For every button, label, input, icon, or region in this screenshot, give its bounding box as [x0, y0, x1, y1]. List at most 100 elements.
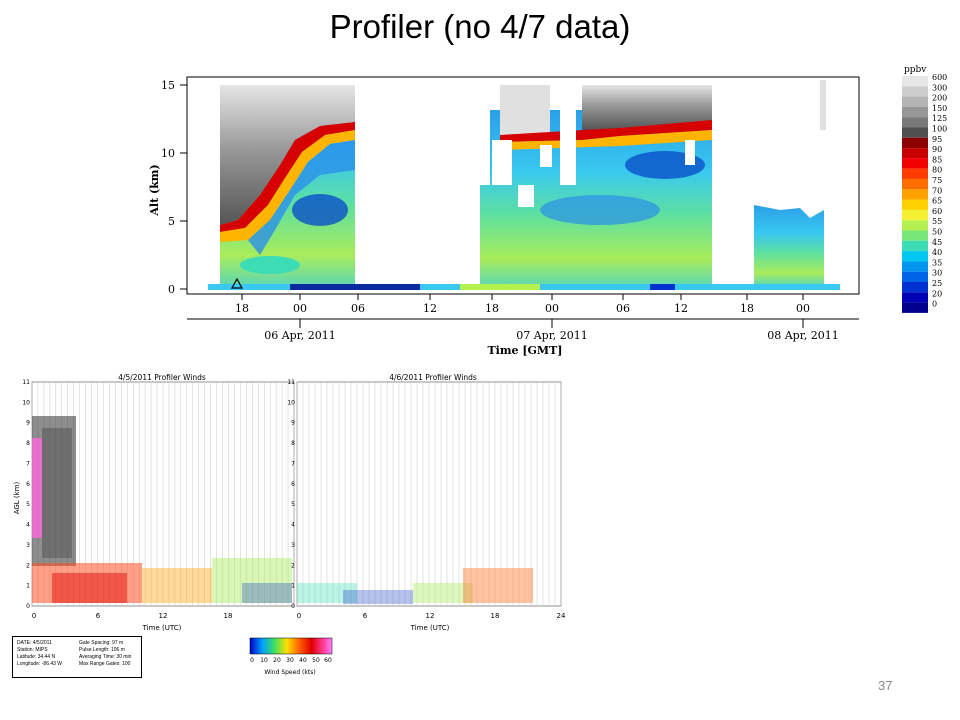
y-tick-label: 3 — [26, 542, 30, 549]
y-tick-label: 2 — [26, 562, 30, 569]
y-tick-label: 5 — [26, 501, 30, 508]
colorbar-swatch — [902, 302, 928, 313]
y-tick-label: 0 — [291, 603, 295, 610]
data-block-2 — [478, 85, 712, 285]
colorbar-label: 65 — [932, 197, 942, 206]
info-date: DATE: 4/5/2011 — [17, 640, 52, 646]
colorbar-label: 300 — [932, 83, 947, 92]
y-tick-label: 15 — [161, 79, 175, 92]
info-left-column: DATE: 4/5/2011 Station: MIPS Latitude: 3… — [17, 640, 62, 668]
wind-legend-tick: 0 — [250, 657, 254, 664]
colorbar-label: 30 — [932, 269, 942, 278]
x-tick-label: 00 — [796, 302, 810, 315]
x-tick-label: 24 — [557, 612, 566, 620]
colorbar-swatch — [902, 240, 928, 252]
info-latitude: Latitude: 34.44 N — [17, 654, 56, 660]
y-tick-label: 7 — [26, 460, 30, 467]
wind-plot-title: 4/5/2011 Profiler Winds — [118, 373, 206, 382]
wind-y-axis: 0 1 2 3 4 5 6 7 8 9 10 11 — [22, 379, 30, 610]
x-tick-label: 12 — [426, 612, 435, 620]
colorbar-swatch — [902, 179, 928, 190]
x-tick-label: 6 — [96, 612, 101, 620]
profiler-info-box: DATE: 4/5/2011 Station: MIPS Latitude: 3… — [12, 636, 142, 678]
colorbar-label: 75 — [932, 176, 942, 185]
colorbar-swatch — [902, 189, 928, 200]
date-label: 06 Apr, 2011 — [264, 329, 336, 342]
colorbar-label: 100 — [932, 125, 947, 134]
x-tick-label: 18 — [235, 302, 249, 315]
x-tick-label: 18 — [491, 612, 500, 620]
colorbar-swatch — [902, 251, 928, 262]
colorbar-swatch — [902, 168, 928, 179]
y-tick-label: 10 — [161, 147, 175, 160]
wind-legend-tick: 20 — [273, 657, 281, 664]
x-tick-label: 18 — [740, 302, 754, 315]
x-tick-label: 12 — [159, 612, 168, 620]
y-tick-label: 2 — [291, 562, 295, 569]
colorbar-label: 55 — [932, 217, 942, 226]
colorbar-label: 150 — [932, 104, 947, 113]
colorbar-label: 45 — [932, 238, 942, 247]
wind-barbs-low — [297, 568, 533, 604]
launch-marker-icon — [230, 277, 244, 289]
x-tick-label: 0 — [32, 612, 36, 620]
wind-legend-tick: 30 — [286, 657, 294, 664]
wind-legend-tick: 10 — [260, 657, 268, 664]
data-block-1 — [220, 85, 355, 285]
colorbar-swatch — [902, 292, 928, 303]
y-tick-label: 9 — [291, 420, 295, 427]
info-pulse-length: Pulse Length: 106 m — [79, 647, 125, 653]
colorbar-swatch — [902, 76, 928, 87]
x-tick-label: 18 — [485, 302, 499, 315]
wind-profiler-4-6-panel: 4/6/2011 Profiler Winds 0 1 2 3 4 5 6 7 8 9 10 11 0… — [283, 368, 568, 636]
colorbar-swatch — [902, 220, 928, 231]
colorbar-label: 80 — [932, 166, 942, 175]
x-tick-label: 06 — [616, 302, 630, 315]
y-tick-label: 0 — [168, 283, 175, 296]
colorbar-swatch — [902, 86, 928, 97]
colorbar-swatch — [902, 158, 928, 169]
wind-y-axis: 0 1 2 3 4 5 6 7 8 9 10 11 — [287, 379, 295, 610]
colorbar-panel: ppbv 600 300 200 150 125 100 95 90 85 80 75 70 65 60 5… — [896, 62, 960, 322]
y-tick-label: 1 — [26, 583, 30, 590]
y-tick-label: 10 — [22, 399, 30, 406]
x-axis-label: Time [GMT] — [488, 344, 563, 357]
colorbar-swatch — [902, 199, 928, 210]
x-tick-label: 18 — [224, 612, 233, 620]
colorbar-label: 200 — [932, 94, 947, 103]
info-averaging-time: Averaging Time: 30 min — [79, 654, 132, 660]
y-tick-label: 11 — [287, 379, 295, 386]
info-station: Station: MIPS — [17, 647, 48, 653]
colorbar-label: 600 — [932, 73, 947, 82]
info-gate-spacing: Gate Spacing: 97 m — [79, 640, 124, 646]
ozone-curtain-plot: 0 5 10 15 Alt (km) 18 00 06 12 18 00 06 — [148, 76, 860, 357]
colorbar-swatch — [902, 261, 928, 272]
x-tick-label: 00 — [293, 302, 307, 315]
wind-x-axis: 0 6 12 18 24 Time (UTC) — [297, 612, 566, 632]
colorbar-label: 25 — [932, 279, 942, 288]
colorbar-label: 90 — [932, 145, 942, 154]
colorbar-swatch — [902, 117, 928, 128]
colorbar-label: 50 — [932, 228, 942, 237]
wind-speed-legend: 0 10 20 30 40 50 60 Wind Speed (kts) — [246, 636, 346, 680]
info-max-range-gates: Max Range Gates: 100 — [79, 661, 131, 667]
wind-barbs-low — [32, 558, 292, 603]
colorbar-swatch — [902, 209, 928, 221]
ozone-curtain-panel: 0 5 10 15 Alt (km) 18 00 06 12 18 00 06 — [120, 60, 880, 360]
x-tick-label: 12 — [674, 302, 688, 315]
colorbar-swatch — [902, 127, 928, 138]
y-tick-label: 9 — [26, 420, 30, 427]
wind-barbs-high — [32, 416, 76, 566]
colorbar: ppbv 60030020015012510095908580757065605… — [902, 65, 947, 313]
wind-x-axis: 0 6 12 18 Time (UTC) — [32, 612, 233, 632]
y-tick-label: 5 — [291, 501, 295, 508]
x-axis: 18 00 06 12 18 00 06 12 18 00 06 Apr, 20… — [187, 294, 859, 357]
y-tick-label: 0 — [26, 603, 30, 610]
info-longitude: Longitude: -86.43 W — [17, 661, 63, 667]
colorbar-swatch — [902, 271, 928, 282]
x-axis-label: Time (UTC) — [410, 624, 450, 632]
colorbar-swatch — [902, 137, 928, 149]
colorbar-label: 95 — [932, 135, 942, 144]
colorbar-label: 40 — [932, 248, 942, 257]
